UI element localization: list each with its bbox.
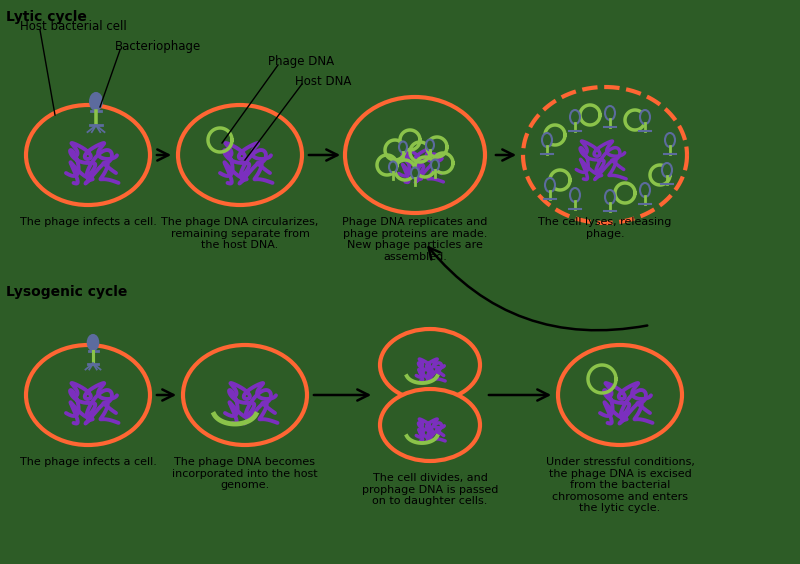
Ellipse shape xyxy=(545,178,555,192)
Ellipse shape xyxy=(88,335,98,350)
Text: The phage DNA becomes
incorporated into the host
genome.: The phage DNA becomes incorporated into … xyxy=(172,457,318,490)
Ellipse shape xyxy=(640,110,650,124)
Ellipse shape xyxy=(570,188,580,202)
Text: Host bacterial cell: Host bacterial cell xyxy=(20,20,126,33)
Ellipse shape xyxy=(665,133,675,147)
Ellipse shape xyxy=(558,345,682,445)
Ellipse shape xyxy=(570,110,580,124)
Ellipse shape xyxy=(640,183,650,197)
Ellipse shape xyxy=(605,106,615,120)
Text: The cell divides, and
prophage DNA is passed
on to daughter cells.: The cell divides, and prophage DNA is pa… xyxy=(362,473,498,506)
Ellipse shape xyxy=(26,105,150,205)
Ellipse shape xyxy=(605,190,615,204)
Text: The cell lyses, releasing
phage.: The cell lyses, releasing phage. xyxy=(538,217,672,239)
Ellipse shape xyxy=(411,168,419,178)
Text: The phage infects a cell.: The phage infects a cell. xyxy=(19,217,157,227)
Text: Under stressful conditions,
the phage DNA is excised
from the bacterial
chromoso: Under stressful conditions, the phage DN… xyxy=(546,457,694,513)
Ellipse shape xyxy=(380,329,480,401)
Text: The phage DNA circularizes,
remaining separate from
the host DNA.: The phage DNA circularizes, remaining se… xyxy=(162,217,318,250)
Text: Lytic cycle: Lytic cycle xyxy=(6,10,87,24)
Text: Phage DNA: Phage DNA xyxy=(268,55,334,68)
Ellipse shape xyxy=(90,93,102,110)
Ellipse shape xyxy=(26,345,150,445)
Text: Lysogenic cycle: Lysogenic cycle xyxy=(6,285,127,299)
Text: Host DNA: Host DNA xyxy=(295,75,351,88)
Ellipse shape xyxy=(431,160,439,170)
Ellipse shape xyxy=(345,97,485,213)
Ellipse shape xyxy=(389,161,397,173)
Ellipse shape xyxy=(399,142,407,152)
Ellipse shape xyxy=(178,105,302,205)
Ellipse shape xyxy=(380,389,480,461)
Text: Phage DNA replicates and
phage proteins are made.
New phage particles are
assemb: Phage DNA replicates and phage proteins … xyxy=(342,217,488,262)
Ellipse shape xyxy=(662,163,672,177)
Ellipse shape xyxy=(426,139,434,151)
Text: The phage infects a cell.: The phage infects a cell. xyxy=(19,457,157,467)
Ellipse shape xyxy=(183,345,307,445)
Ellipse shape xyxy=(542,133,552,147)
Text: Bacteriophage: Bacteriophage xyxy=(115,40,202,53)
